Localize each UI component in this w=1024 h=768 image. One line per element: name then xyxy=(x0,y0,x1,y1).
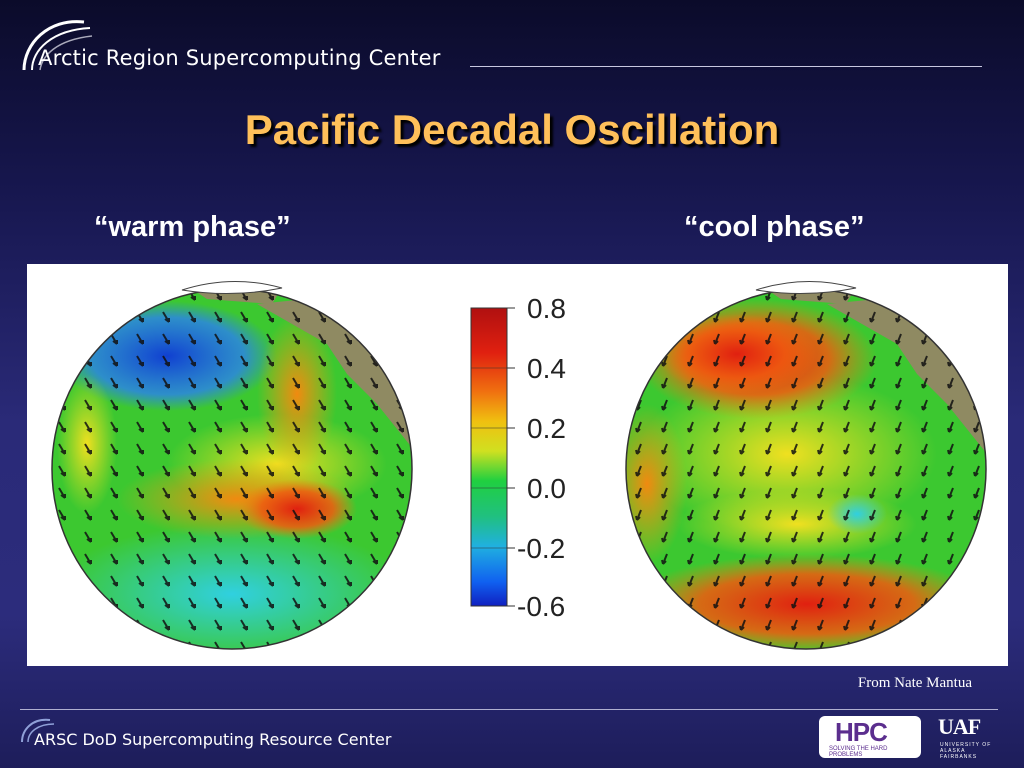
pdo-figure: 0.8 0.4 0.2 0.0 -0.2 -0.6 xyxy=(27,264,1008,666)
org-name: Arctic Region Supercomputing Center xyxy=(38,46,441,70)
cool-phase-label: “cool phase” xyxy=(684,211,865,243)
cool-phase-globe xyxy=(626,289,986,649)
slide-title: Pacific Decadal Oscillation xyxy=(244,106,780,153)
warm-phase-globe xyxy=(52,289,412,649)
colorbar-tick: 0.0 xyxy=(527,473,566,504)
hpc-logo-text: HPC xyxy=(835,717,888,747)
colorbar-tick: -0.6 xyxy=(517,591,565,622)
uaf-logo[interactable]: UAF UNIVERSITY OF ALASKA FAIRBANKS xyxy=(934,714,994,764)
colorbar-tick: 0.8 xyxy=(527,293,566,324)
colorbar-tick: 0.4 xyxy=(527,353,566,384)
uaf-logo-text: UAF xyxy=(938,714,981,739)
image-credit: From Nate Mantua xyxy=(857,675,972,691)
warm-phase-label: “warm phase” xyxy=(94,211,291,243)
hpc-logo-tagline: SOLVING THE HARD PROBLEMS xyxy=(829,746,888,758)
header-divider xyxy=(470,66,982,67)
colorbar-tick: 0.2 xyxy=(527,413,566,444)
uaf-logo-tagline: UNIVERSITY OF ALASKA FAIRBANKS xyxy=(940,742,992,760)
colorbar: 0.8 0.4 0.2 0.0 -0.2 -0.6 xyxy=(470,293,566,622)
hpc-logo[interactable]: HPC SOLVING THE HARD PROBLEMS xyxy=(819,716,921,758)
colorbar-tick: -0.2 xyxy=(517,533,565,564)
footer-divider xyxy=(20,709,998,710)
arsc-swoosh-icon xyxy=(21,718,55,743)
arsc-logo-icon xyxy=(22,20,93,71)
footer-org-name: ARSC DoD Supercomputing Resource Center xyxy=(34,730,392,749)
